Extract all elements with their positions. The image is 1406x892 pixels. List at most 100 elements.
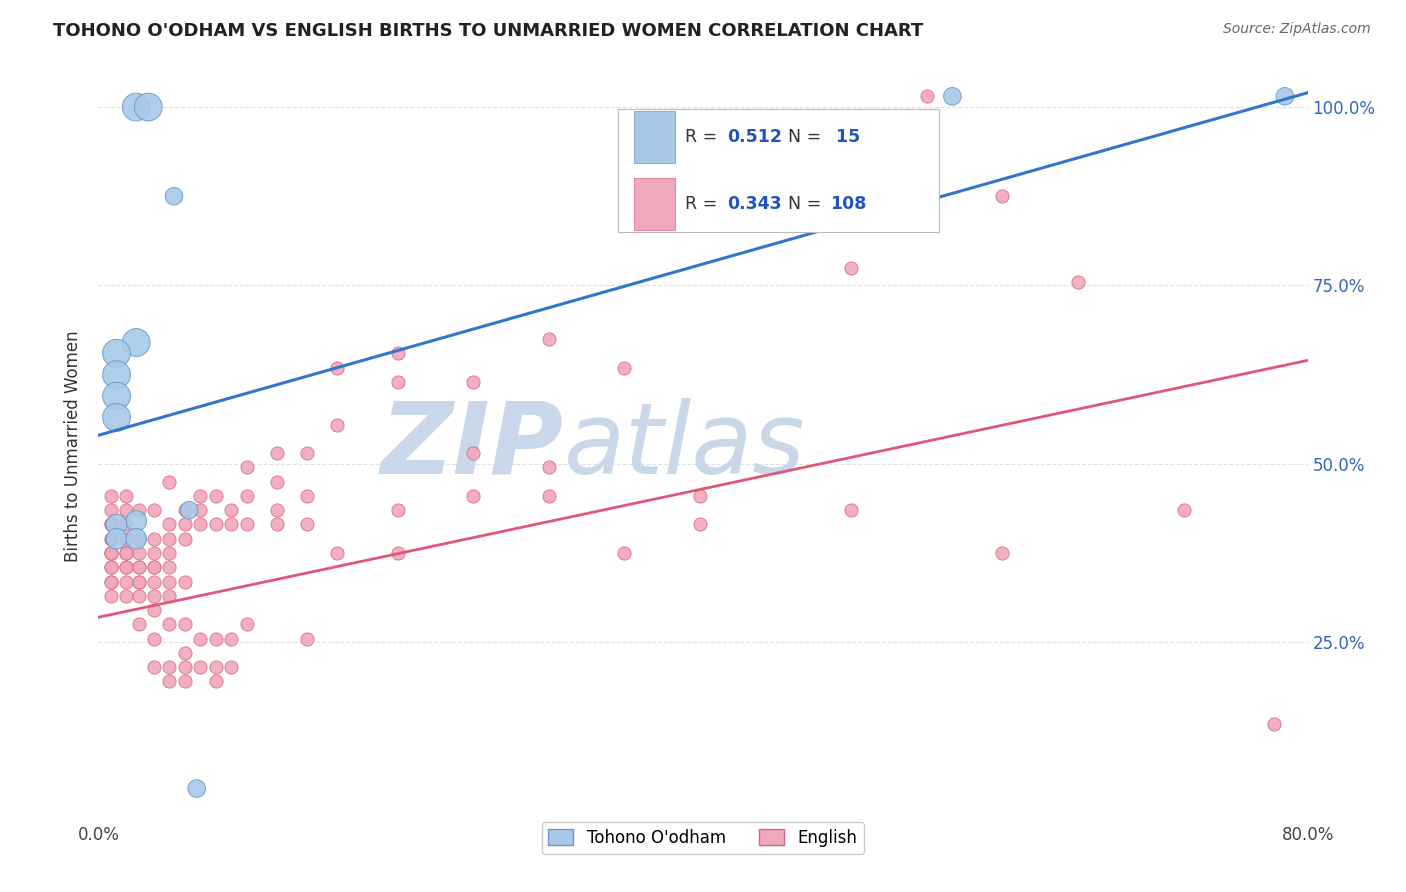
Point — [205, 632, 228, 646]
Point — [114, 574, 136, 589]
Point — [128, 574, 150, 589]
Point — [613, 546, 636, 560]
Point — [159, 660, 181, 674]
Point — [100, 560, 122, 574]
Point — [100, 574, 122, 589]
Point — [143, 589, 166, 603]
Point — [114, 489, 136, 503]
Point — [326, 360, 349, 375]
Point — [173, 503, 195, 517]
Point — [143, 532, 166, 546]
Point — [221, 632, 243, 646]
Point — [221, 517, 243, 532]
Point — [114, 589, 136, 603]
Point — [100, 532, 122, 546]
Point — [159, 475, 181, 489]
Point — [143, 574, 166, 589]
Point — [188, 632, 211, 646]
Text: Source: ZipAtlas.com: Source: ZipAtlas.com — [1223, 22, 1371, 37]
Point — [1274, 89, 1296, 103]
Point — [266, 503, 288, 517]
Point — [839, 503, 862, 517]
Point — [100, 489, 122, 503]
Point — [941, 89, 963, 103]
Point — [173, 517, 195, 532]
Text: TOHONO O'ODHAM VS ENGLISH BIRTHS TO UNMARRIED WOMEN CORRELATION CHART: TOHONO O'ODHAM VS ENGLISH BIRTHS TO UNMA… — [53, 22, 924, 40]
Point — [295, 632, 318, 646]
Point — [125, 335, 148, 350]
Point — [128, 560, 150, 574]
Point — [125, 514, 148, 528]
Point — [100, 546, 122, 560]
Point — [159, 617, 181, 632]
Text: N =: N = — [787, 195, 827, 213]
Point — [128, 560, 150, 574]
Point — [159, 574, 181, 589]
Point — [915, 175, 938, 189]
Point — [105, 389, 128, 403]
Point — [114, 503, 136, 517]
Text: R =: R = — [685, 128, 723, 146]
Point — [159, 589, 181, 603]
Point — [188, 489, 211, 503]
Point — [114, 546, 136, 560]
Point — [114, 546, 136, 560]
Text: 108: 108 — [830, 195, 866, 213]
Point — [173, 674, 195, 689]
Point — [173, 646, 195, 660]
Y-axis label: Births to Unmarried Women: Births to Unmarried Women — [65, 330, 83, 562]
Point — [205, 660, 228, 674]
Point — [991, 189, 1014, 203]
Point — [295, 489, 318, 503]
Point — [143, 503, 166, 517]
Point — [159, 560, 181, 574]
Point — [221, 503, 243, 517]
Point — [173, 660, 195, 674]
Point — [100, 517, 122, 532]
Point — [463, 489, 485, 503]
Text: 0.512: 0.512 — [727, 128, 782, 146]
Point — [114, 560, 136, 574]
Point — [205, 489, 228, 503]
Point — [128, 532, 150, 546]
Point — [537, 460, 560, 475]
Point — [179, 503, 201, 517]
Point — [114, 532, 136, 546]
Point — [136, 100, 159, 114]
Point — [266, 475, 288, 489]
Point — [143, 660, 166, 674]
Point — [205, 517, 228, 532]
Point — [128, 546, 150, 560]
Point — [188, 660, 211, 674]
Point — [128, 617, 150, 632]
Point — [387, 346, 409, 360]
Point — [1173, 503, 1195, 517]
Point — [143, 632, 166, 646]
Point — [235, 489, 257, 503]
Point — [105, 517, 128, 532]
Point — [689, 517, 711, 532]
Point — [326, 546, 349, 560]
Point — [159, 546, 181, 560]
Point — [915, 218, 938, 232]
Point — [839, 260, 862, 275]
Point — [463, 446, 485, 460]
Point — [100, 503, 122, 517]
Text: R =: R = — [685, 195, 723, 213]
Point — [463, 375, 485, 389]
Point — [188, 517, 211, 532]
Point — [163, 189, 186, 203]
Point — [295, 446, 318, 460]
Point — [613, 360, 636, 375]
Point — [235, 460, 257, 475]
Point — [235, 517, 257, 532]
Point — [114, 517, 136, 532]
Point — [159, 532, 181, 546]
Point — [295, 517, 318, 532]
Point — [173, 574, 195, 589]
Text: 0.343: 0.343 — [727, 195, 782, 213]
FancyBboxPatch shape — [619, 109, 939, 233]
Point — [1263, 717, 1285, 731]
Point — [125, 100, 148, 114]
Point — [125, 532, 148, 546]
